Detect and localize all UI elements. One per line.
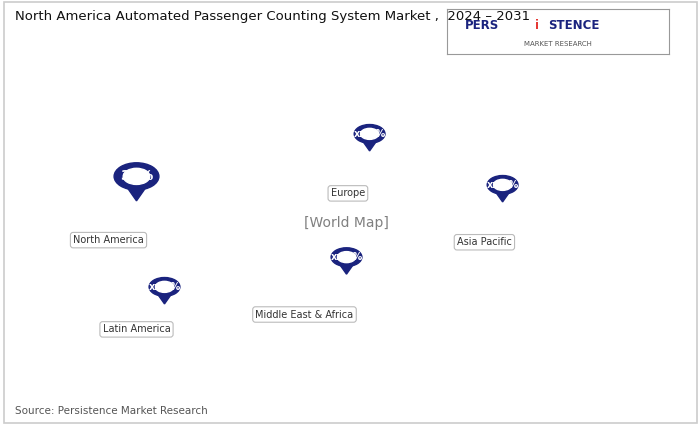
- Text: i: i: [535, 19, 538, 32]
- Text: STENCE: STENCE: [548, 19, 599, 32]
- Text: North America: North America: [73, 235, 144, 245]
- Text: xx.x%: xx.x%: [486, 180, 519, 190]
- Text: Asia Pacific: Asia Pacific: [457, 237, 512, 247]
- Text: 35%: 35%: [120, 170, 153, 183]
- Text: PERS: PERS: [464, 19, 498, 32]
- Text: Source: Persistence Market Research: Source: Persistence Market Research: [15, 405, 208, 416]
- Text: North America Automated Passenger Counting System Market ,  2024 – 2031: North America Automated Passenger Counti…: [15, 10, 531, 23]
- Text: [World Map]: [World Map]: [304, 216, 389, 230]
- Text: xx.x%: xx.x%: [148, 282, 181, 292]
- Text: Latin America: Latin America: [103, 324, 170, 334]
- Text: xx.x%: xx.x%: [354, 129, 386, 139]
- Text: xx.x%: xx.x%: [330, 252, 363, 262]
- Text: Europe: Europe: [331, 188, 365, 198]
- Text: MARKET RESEARCH: MARKET RESEARCH: [524, 41, 592, 47]
- Text: Middle East & Africa: Middle East & Africa: [256, 309, 354, 320]
